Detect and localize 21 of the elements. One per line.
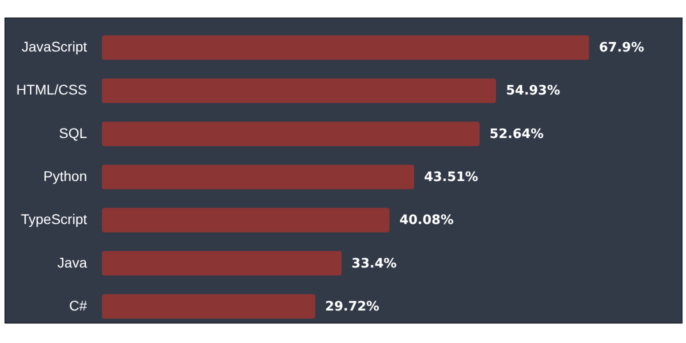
y-tick-label: HTML/CSS	[16, 82, 87, 98]
y-tick-label: TypeScript	[20, 211, 88, 228]
data-label: 40.08%	[399, 213, 454, 228]
y-tick-label: JavaScript	[22, 38, 88, 55]
data-label: 54.93%	[506, 84, 560, 99]
y-tick-label: Java	[57, 254, 88, 270]
data-label: 29.72%	[325, 299, 380, 314]
data-label: 52.64%	[490, 126, 544, 142]
bar	[102, 122, 480, 146]
data-label: 33.4%	[352, 256, 397, 272]
y-tick-label: C#	[69, 297, 88, 314]
bar	[102, 35, 589, 60]
data-label: 43.51%	[424, 170, 478, 185]
bar	[102, 164, 414, 190]
bar	[102, 294, 316, 319]
y-tick-label: Python	[43, 168, 87, 184]
bar	[102, 208, 390, 232]
bar	[102, 78, 496, 104]
data-label: 67.9%	[599, 40, 644, 56]
bar	[102, 250, 342, 276]
y-tick-label: SQL	[58, 124, 88, 141]
